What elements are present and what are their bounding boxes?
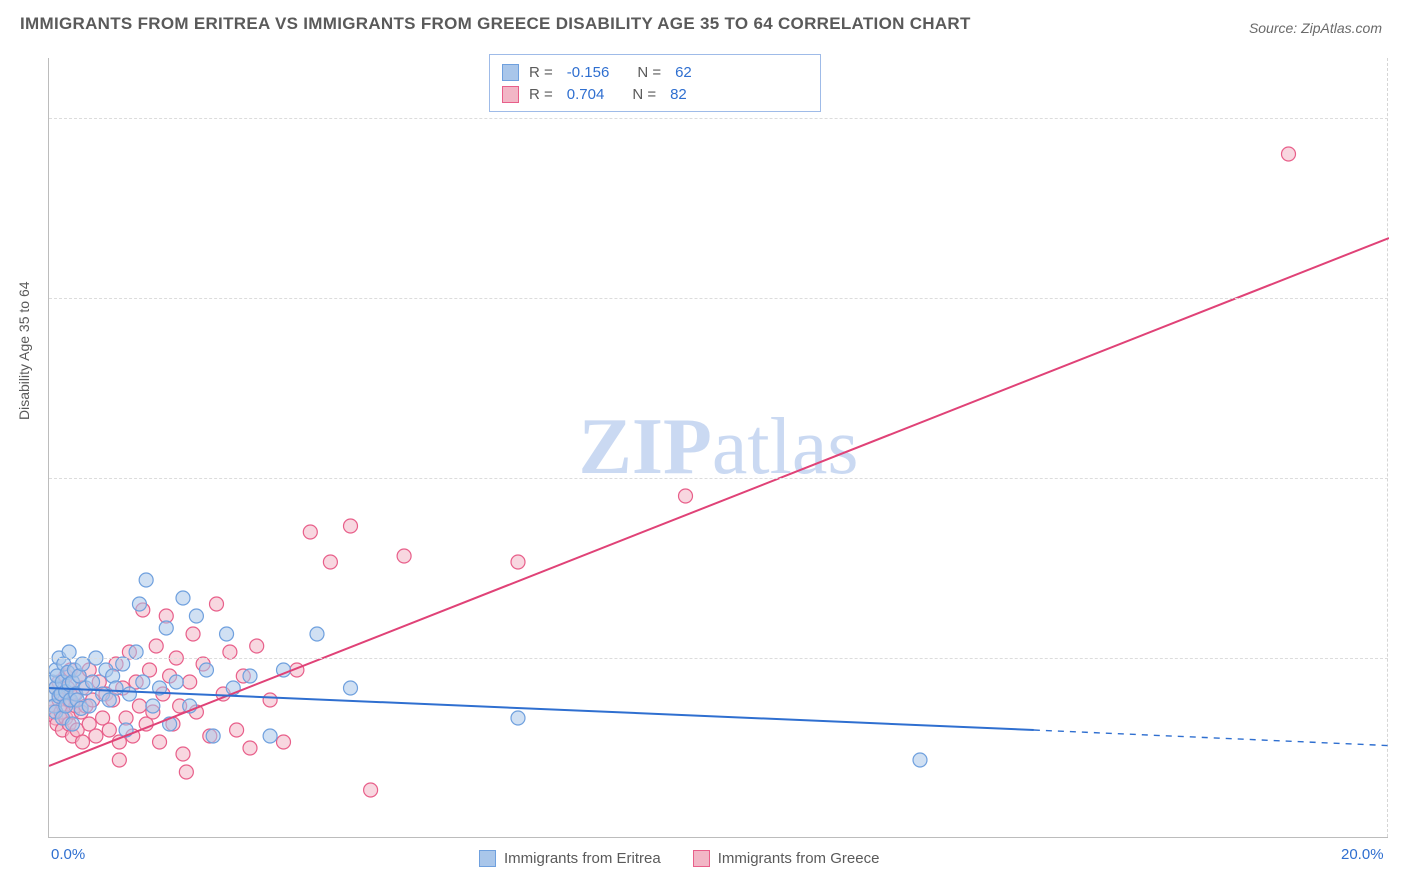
y-tick-label: 45.0%	[1398, 288, 1406, 305]
legend-row-greece: R =0.704 N =82	[502, 83, 808, 105]
legend-item-greece: Immigrants from Greece	[693, 850, 880, 867]
y-tick-label: 60.0%	[1398, 108, 1406, 125]
legend-row-eritrea: R =-0.156 N =62	[502, 61, 808, 83]
swatch-greece-icon	[693, 850, 710, 867]
chart-plot-area: ZIPatlas R =-0.156 N =62 R =0.704 N =82 …	[48, 58, 1388, 838]
y-axis-label: Disability Age 35 to 64	[16, 281, 32, 420]
x-tick-label: 0.0%	[51, 846, 85, 863]
swatch-eritrea	[502, 64, 519, 81]
y-tick-label: 30.0%	[1398, 468, 1406, 485]
source-attribution: Source: ZipAtlas.com	[1249, 20, 1382, 36]
chart-title: IMMIGRANTS FROM ERITREA VS IMMIGRANTS FR…	[20, 14, 971, 34]
legend-item-eritrea: Immigrants from Eritrea	[479, 850, 661, 867]
swatch-greece	[502, 86, 519, 103]
scatter-svg	[49, 58, 1389, 838]
x-tick-label: 20.0%	[1341, 846, 1384, 863]
swatch-eritrea-icon	[479, 850, 496, 867]
series-legend: Immigrants from Eritrea Immigrants from …	[479, 850, 879, 867]
y-tick-label: 15.0%	[1398, 648, 1406, 665]
correlation-legend: R =-0.156 N =62 R =0.704 N =82	[489, 54, 821, 112]
